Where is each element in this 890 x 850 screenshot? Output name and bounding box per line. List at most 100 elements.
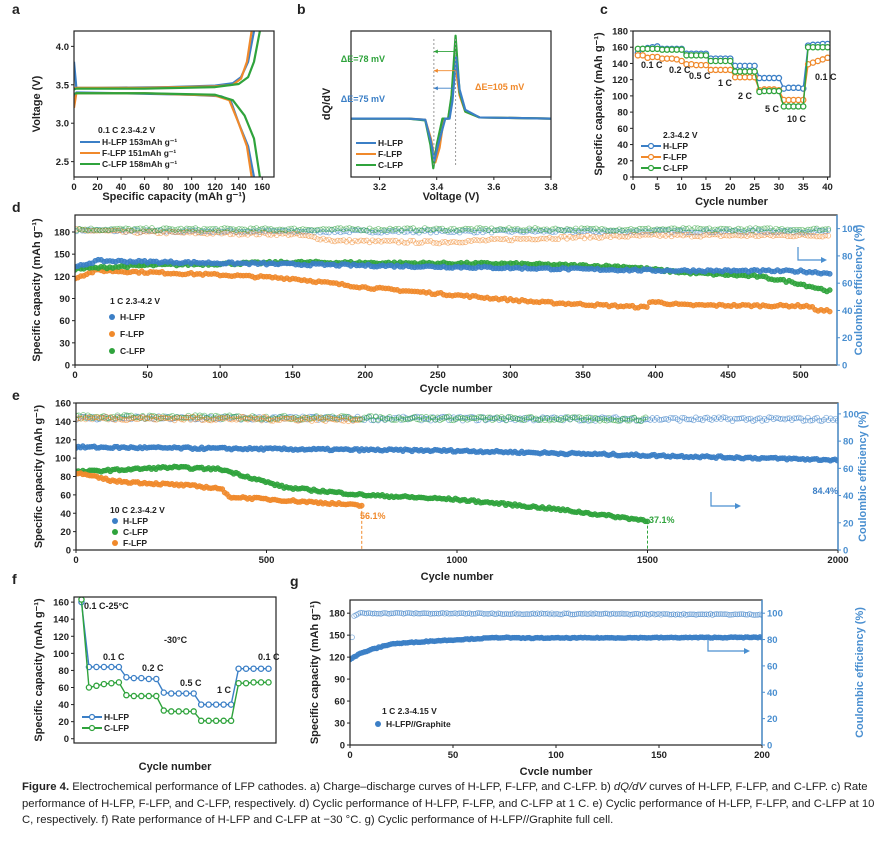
y-tick-label: 3.5 bbox=[56, 80, 70, 91]
data-point bbox=[168, 708, 175, 715]
x-tick-label: 80 bbox=[163, 182, 174, 193]
data-point bbox=[238, 414, 244, 420]
data-point bbox=[700, 226, 707, 232]
legend-entry: F-LFP bbox=[120, 329, 144, 339]
data-point bbox=[732, 227, 739, 233]
data-point bbox=[808, 229, 814, 236]
data-point bbox=[265, 226, 271, 232]
panel-g: g0 50 100 150 200030609012015018002040608010… bbox=[290, 573, 866, 775]
legend-entry: H-LFP bbox=[663, 141, 688, 151]
data-point bbox=[404, 609, 411, 616]
data-point bbox=[315, 415, 322, 421]
y-tick-label: 0 bbox=[66, 546, 71, 557]
series-H-LFP-capacity bbox=[76, 443, 838, 464]
data-point bbox=[416, 227, 422, 233]
data-point bbox=[108, 663, 115, 671]
x-tick-label: 0 bbox=[72, 370, 77, 381]
data-point bbox=[476, 610, 483, 617]
data-point bbox=[674, 611, 681, 617]
data-point bbox=[573, 611, 580, 617]
data-point bbox=[736, 611, 743, 617]
y-tick-label: 3.0 bbox=[56, 119, 69, 130]
data-point bbox=[100, 663, 108, 671]
data-point bbox=[451, 225, 457, 232]
data-point bbox=[616, 226, 623, 233]
data-point bbox=[482, 237, 489, 244]
data-point bbox=[381, 227, 387, 233]
annotation: 0.5 C bbox=[689, 71, 711, 81]
data-point bbox=[99, 227, 106, 233]
x-tick-label: 200 bbox=[357, 370, 373, 381]
series-H-LFP-line bbox=[351, 56, 551, 162]
data-point bbox=[250, 665, 257, 672]
data-point bbox=[105, 227, 112, 233]
panel-letter: b bbox=[297, 1, 306, 17]
data-point bbox=[738, 226, 745, 232]
data-point bbox=[220, 717, 227, 725]
data-point bbox=[647, 611, 654, 617]
panel-d: d0 50 100 150 200 250 300 350 400 450 500030609012… bbox=[12, 199, 865, 395]
data-point bbox=[613, 227, 620, 234]
data-point bbox=[633, 610, 640, 617]
data-point bbox=[520, 227, 527, 234]
data-point bbox=[526, 235, 533, 242]
data-point bbox=[175, 226, 181, 233]
data-point bbox=[302, 226, 309, 233]
data-point bbox=[331, 416, 338, 423]
data-point bbox=[509, 229, 515, 235]
y-right-tick-label: 40 bbox=[843, 491, 854, 502]
data-point bbox=[703, 611, 710, 617]
data-point bbox=[456, 227, 463, 233]
data-point bbox=[784, 226, 791, 233]
y-tick-label: 30 bbox=[334, 719, 345, 730]
data-point bbox=[494, 235, 501, 242]
data-point bbox=[465, 226, 472, 232]
data-point bbox=[697, 225, 704, 232]
data-point bbox=[764, 225, 771, 231]
data-point bbox=[207, 229, 213, 236]
data-point bbox=[555, 611, 561, 617]
data-point bbox=[679, 414, 685, 421]
data-point bbox=[308, 227, 315, 233]
annotation: 56.1% bbox=[360, 511, 386, 521]
y-tick-label: 80 bbox=[617, 108, 628, 119]
data-point bbox=[709, 227, 715, 233]
annotation: 84.4% bbox=[812, 486, 838, 496]
data-point bbox=[509, 226, 515, 233]
data-point bbox=[826, 308, 833, 315]
data-point bbox=[244, 232, 251, 238]
data-point bbox=[175, 690, 182, 697]
data-point bbox=[108, 679, 115, 687]
x-tick-label: 400 bbox=[648, 370, 664, 381]
data-point bbox=[517, 236, 524, 242]
data-point bbox=[600, 611, 607, 617]
legend-marker bbox=[109, 348, 115, 354]
arrow-head-icon bbox=[433, 68, 438, 73]
data-point bbox=[810, 232, 817, 239]
x-tick-label: 250 bbox=[430, 370, 446, 381]
data-point bbox=[570, 235, 576, 241]
data-point bbox=[204, 226, 210, 233]
data-point bbox=[131, 226, 138, 232]
data-point bbox=[491, 227, 498, 234]
data-point bbox=[744, 226, 750, 232]
data-point bbox=[413, 227, 419, 234]
data-point bbox=[178, 416, 185, 423]
data-point bbox=[642, 414, 649, 421]
data-point bbox=[668, 611, 675, 618]
data-point bbox=[419, 610, 425, 617]
data-point bbox=[567, 233, 573, 240]
data-point bbox=[625, 233, 631, 240]
data-point bbox=[755, 233, 762, 239]
y-right-tick-label: 100 bbox=[767, 609, 783, 620]
data-point bbox=[419, 239, 425, 246]
data-point bbox=[552, 225, 559, 232]
data-point bbox=[639, 231, 646, 238]
legend-entry: H-LFP bbox=[378, 138, 403, 148]
data-point bbox=[753, 612, 759, 618]
data-point bbox=[701, 611, 708, 618]
data-point bbox=[230, 226, 237, 232]
data-point bbox=[149, 228, 155, 234]
data-point bbox=[326, 236, 332, 243]
data-point bbox=[584, 225, 591, 232]
